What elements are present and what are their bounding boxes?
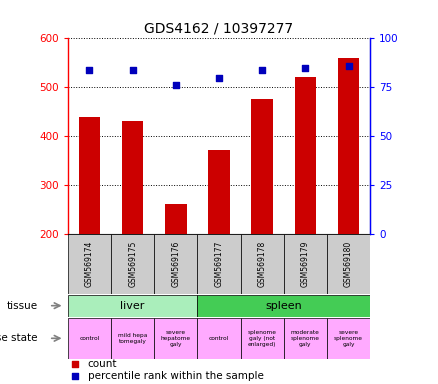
Title: GDS4162 / 10397277: GDS4162 / 10397277	[145, 22, 293, 36]
Bar	[327, 318, 370, 359]
Bar	[198, 318, 240, 359]
Point	[129, 67, 136, 73]
Point	[86, 67, 93, 73]
Point	[345, 63, 352, 69]
Bar	[251, 99, 273, 234]
Text: mild hepa
tomegaly: mild hepa tomegaly	[118, 333, 147, 344]
Bar	[338, 58, 359, 234]
Point	[172, 82, 179, 88]
Bar	[240, 318, 284, 359]
Point	[259, 67, 266, 73]
Text: splenome
galy (not
enlarged): splenome galy (not enlarged)	[247, 330, 277, 347]
Bar	[294, 77, 316, 234]
Bar	[240, 234, 284, 294]
Text: spleen: spleen	[265, 301, 302, 311]
Text: GSM569178: GSM569178	[258, 241, 267, 287]
Text: GSM569174: GSM569174	[85, 241, 94, 287]
Text: count: count	[88, 359, 117, 369]
Text: percentile rank within the sample: percentile rank within the sample	[88, 371, 263, 381]
Point	[72, 373, 79, 379]
Text: severe
hepatome
galy: severe hepatome galy	[161, 330, 191, 347]
Bar	[68, 318, 111, 359]
Point	[215, 74, 223, 81]
Text: GSM569175: GSM569175	[128, 241, 137, 287]
Bar	[284, 234, 327, 294]
Point	[302, 65, 309, 71]
Bar	[111, 318, 154, 359]
Text: GSM569179: GSM569179	[301, 241, 310, 287]
Text: severe
splenome
galy: severe splenome galy	[334, 330, 363, 347]
Text: disease state: disease state	[0, 333, 37, 343]
Text: GSM569177: GSM569177	[215, 241, 223, 287]
Bar	[165, 204, 187, 234]
Bar	[111, 234, 154, 294]
Bar	[208, 150, 230, 234]
Bar	[122, 121, 144, 234]
Bar	[327, 234, 370, 294]
Text: tissue: tissue	[6, 301, 37, 311]
Text: control: control	[79, 336, 99, 341]
Bar	[68, 234, 111, 294]
Text: moderate
splenome
galy: moderate splenome galy	[291, 330, 320, 347]
Bar	[198, 234, 240, 294]
Bar	[68, 295, 198, 317]
Point	[72, 361, 79, 367]
Bar	[198, 295, 370, 317]
Bar	[154, 234, 198, 294]
Text: liver: liver	[120, 301, 145, 311]
Bar	[79, 117, 100, 234]
Text: GSM569176: GSM569176	[171, 241, 180, 287]
Bar	[284, 318, 327, 359]
Text: control: control	[209, 336, 229, 341]
Bar	[154, 318, 198, 359]
Text: GSM569180: GSM569180	[344, 241, 353, 287]
